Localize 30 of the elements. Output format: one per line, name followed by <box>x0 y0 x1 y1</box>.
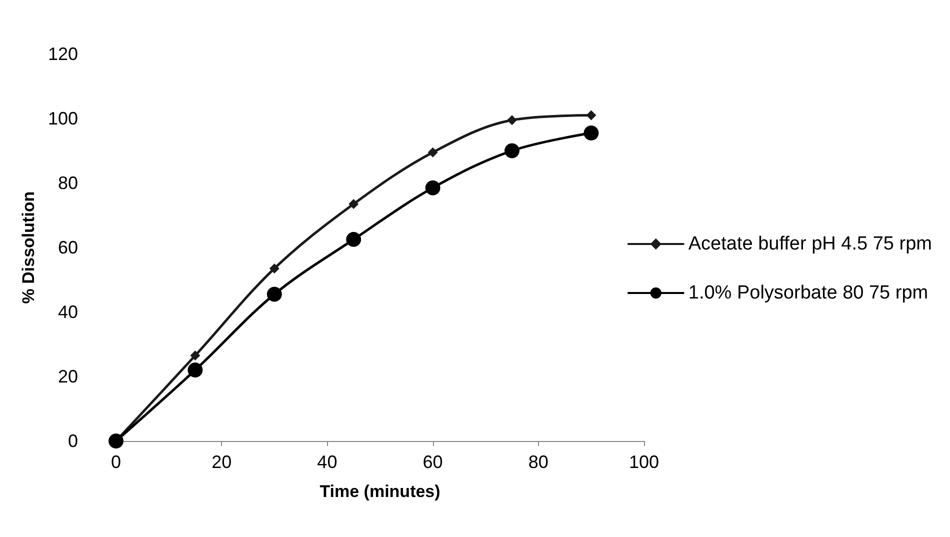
point <box>507 115 517 126</box>
y-tick-label: 0 <box>68 431 78 451</box>
x-tick-label: 20 <box>212 452 232 472</box>
y-tick-label: 40 <box>58 302 78 322</box>
point <box>425 180 440 196</box>
x-tick-label: 40 <box>317 452 338 472</box>
point <box>269 263 280 274</box>
y-tick-label: 80 <box>58 173 78 193</box>
point <box>188 362 203 378</box>
point <box>266 286 282 302</box>
x-tick-label: 0 <box>110 452 122 472</box>
point <box>428 147 438 158</box>
y-tick-label: 60 <box>58 238 78 258</box>
legend-label: 1.0% Polysorbate 80 75 rpm <box>688 282 928 304</box>
point <box>584 126 599 141</box>
y-tick-label: 20 <box>58 366 78 386</box>
point <box>504 143 520 158</box>
x-tick-label: 80 <box>528 452 548 472</box>
y-axis-title: % Dissolution <box>19 191 38 304</box>
x-axis-title: Time (minutes) <box>320 482 440 501</box>
point <box>586 110 596 120</box>
point <box>346 232 362 247</box>
point <box>348 198 359 209</box>
point <box>108 434 124 448</box>
x-tick-label: 100 <box>628 452 660 472</box>
point <box>190 350 200 361</box>
x-tick-label: 60 <box>422 452 443 472</box>
legend-label: Acetate buffer pH 4.5 75 rpm <box>688 234 932 254</box>
y-tick-label: 100 <box>48 108 78 128</box>
y-tick-label: 120 <box>48 44 78 64</box>
